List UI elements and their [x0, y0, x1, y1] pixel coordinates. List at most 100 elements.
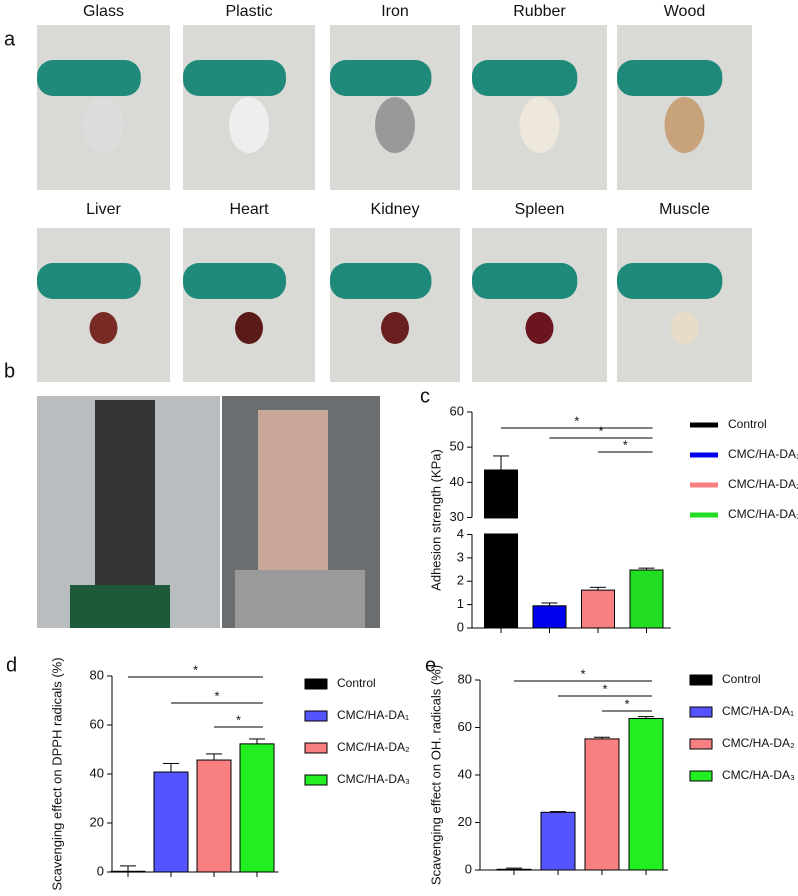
photo-label: Heart: [229, 201, 269, 218]
legend-swatch: [304, 678, 328, 690]
legend-label: CMC/HA-DA₁: [337, 708, 409, 722]
adhered-object: [519, 97, 560, 153]
bar: [153, 771, 189, 873]
photo-label: Kidney: [371, 201, 420, 218]
glove-finger: [330, 60, 432, 96]
legend-label: CMC/HA-DA₂: [722, 736, 795, 750]
tester-column: [95, 400, 155, 600]
bar: [540, 811, 576, 871]
adhered-object: [381, 312, 409, 344]
glove-finger: [183, 263, 286, 299]
y-tick-label: 40: [90, 765, 104, 780]
photo-label: Rubber: [513, 3, 566, 20]
legend-swatch: [690, 482, 718, 488]
legend-swatch: [690, 512, 718, 518]
clamp: [235, 570, 365, 628]
photo: [37, 228, 170, 382]
legend-label: CMC/HA-DA₂: [728, 477, 798, 491]
legend-swatch: [689, 738, 713, 750]
legend-swatch: [690, 422, 718, 428]
y-tick-label: 80: [458, 671, 472, 686]
bar: [239, 743, 275, 873]
tissue-sample: [258, 410, 328, 575]
tester-base: [70, 585, 170, 628]
photo: [617, 228, 752, 382]
adhered-object: [235, 312, 263, 344]
significance-label: *: [193, 662, 198, 677]
adhered-object: [375, 97, 415, 153]
significance-label: *: [624, 696, 629, 711]
photo: [472, 228, 607, 382]
legend-label: CMC/HA-DA₂: [337, 740, 410, 754]
adhered-object: [664, 97, 705, 153]
y-axis-label: Adhesion strength (KPa): [428, 449, 443, 591]
glove-finger: [37, 60, 141, 96]
bar: [628, 717, 664, 871]
y-tick-label: 80: [90, 667, 104, 682]
adhered-object: [83, 97, 124, 153]
y-tick-label: 40: [458, 766, 472, 781]
glove-finger: [472, 60, 578, 96]
y-tick-label: 20: [458, 814, 472, 829]
glove-finger: [37, 263, 141, 299]
y-tick-label: 60: [450, 403, 464, 418]
bar: [196, 759, 232, 873]
y-tick-label: 0: [97, 863, 104, 878]
photo: [330, 228, 460, 382]
bar: [110, 870, 146, 873]
panel-label: c: [420, 385, 430, 407]
photo-label: Spleen: [515, 201, 565, 218]
legend-swatch: [689, 706, 713, 718]
significance-label: *: [574, 413, 579, 428]
legend-label: CMC/HA-DA₃: [722, 768, 795, 782]
photo-label: Liver: [86, 201, 121, 218]
legend-swatch: [689, 674, 713, 686]
significance-label: *: [236, 712, 241, 727]
y-axis-label: Scavenging effect on DPPH radicals (%): [49, 657, 64, 890]
legend-swatch: [304, 774, 328, 786]
glove-finger: [617, 60, 723, 96]
bar: [629, 569, 664, 629]
panel-label: d: [6, 654, 17, 676]
photo-label: Glass: [83, 3, 124, 20]
legend-label: CMC/HA-DA₃: [728, 507, 798, 521]
y-tick-label: 1: [457, 596, 464, 611]
y-tick-label: 2: [457, 573, 464, 588]
legend-label: Control: [722, 672, 761, 686]
panel-label: a: [4, 28, 16, 50]
significance-label: *: [602, 681, 607, 696]
adhered-object: [670, 312, 699, 344]
y-tick-label: 0: [457, 619, 464, 634]
bar: [496, 868, 532, 871]
y-tick-label: 60: [458, 719, 472, 734]
glove-finger: [472, 263, 578, 299]
y-tick-label: 60: [90, 716, 104, 731]
photo: [183, 228, 315, 382]
legend-label: CMC/HA-DA₃: [337, 772, 410, 786]
legend-label: CMC/HA-DA₁: [728, 447, 798, 461]
bar: [584, 738, 620, 871]
bar: [532, 605, 567, 629]
axis-break-gap: [483, 518, 519, 534]
significance-label: *: [214, 688, 219, 703]
photo-label: Plastic: [225, 3, 272, 20]
y-tick-label: 30: [450, 509, 464, 524]
legend-label: Control: [728, 417, 767, 431]
y-tick-label: 40: [450, 474, 464, 489]
bar: [484, 469, 518, 629]
legend-swatch: [689, 770, 713, 782]
photo-label: Muscle: [659, 201, 710, 218]
y-tick-label: 4: [457, 526, 464, 541]
glove-finger: [330, 263, 432, 299]
glove-finger: [183, 60, 286, 96]
photo-label: Wood: [664, 3, 706, 20]
significance-label: *: [623, 437, 628, 452]
panel-label: b: [4, 360, 15, 382]
legend-label: Control: [337, 676, 376, 690]
legend-swatch: [690, 452, 718, 458]
significance-label: *: [598, 423, 603, 438]
legend-label: CMC/HA-DA₁: [722, 704, 794, 718]
adhered-object: [89, 312, 118, 344]
